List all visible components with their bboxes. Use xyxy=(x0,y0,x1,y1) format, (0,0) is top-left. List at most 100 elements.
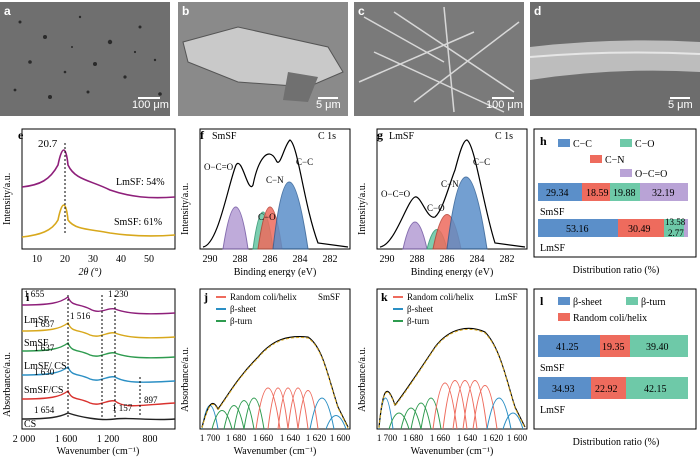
x-tick: 1 600 xyxy=(55,434,78,445)
peak-label: C−C xyxy=(473,157,490,167)
x-tick: 1 620 xyxy=(483,433,504,443)
peak-label: C−N xyxy=(266,175,284,185)
panel-letter: f xyxy=(200,128,205,142)
bar-value: 30.49 xyxy=(628,224,651,235)
panel-e-xrd-chart: e Intensity/a.u. 20.7 LmSF: 54% SmSF: 61… xyxy=(2,128,176,277)
sem-image-d: d 5 μm xyxy=(530,2,700,116)
scale-label: 100 μm xyxy=(132,99,169,111)
smsf-label: SmSF: 61% xyxy=(114,217,162,228)
legend-label: β-sheet xyxy=(573,297,602,308)
x-tick: 288 xyxy=(233,254,248,265)
band-label: 1 516 xyxy=(70,311,91,321)
x-tick: 40 xyxy=(116,254,126,265)
x-tick: 1 200 xyxy=(97,434,120,445)
x-tick: 282 xyxy=(323,254,338,265)
x-tick: 1 640 xyxy=(457,433,478,443)
x-tick: 1 600 xyxy=(507,433,528,443)
x-tick: 282 xyxy=(500,254,515,265)
bar-value: 39.40 xyxy=(646,342,669,353)
row-name: SmSF xyxy=(540,207,565,218)
region-label: C 1s xyxy=(318,131,336,142)
sem-image-a: a 100 μm xyxy=(0,2,170,116)
x-axis-label: Wavenumber (cm⁻¹) xyxy=(411,446,494,457)
x-axis-label: Wavenumber (cm⁻¹) xyxy=(57,446,140,457)
scale-label: 100 μm xyxy=(486,99,523,111)
sem-image-c: c 100 μm xyxy=(354,2,524,116)
legend-label: β-turn xyxy=(407,316,430,326)
band-label: 1 654 xyxy=(34,405,55,415)
band-label: 1 630 xyxy=(34,367,55,377)
curve-label: LmSF xyxy=(24,315,49,326)
legend-label: C−O xyxy=(635,139,655,150)
scale-label: 5 μm xyxy=(668,99,693,111)
x-tick: 1 660 xyxy=(253,433,274,443)
x-tick: 1 700 xyxy=(377,433,398,443)
x-tick: 286 xyxy=(263,254,278,265)
panel-j-deconv-chart: Absorbance/a.u. j Random coli/helix SmSF… xyxy=(180,288,351,457)
panel-letter: c xyxy=(358,4,365,18)
panel-letter: j xyxy=(203,290,208,304)
x-axis-label: Binding energy (eV) xyxy=(234,267,317,277)
bar-value: 34.93 xyxy=(552,384,575,395)
panel-letter: d xyxy=(534,4,542,18)
y-axis-label: Intensity/a.u. xyxy=(180,183,191,235)
bar-value: 29.34 xyxy=(546,188,569,199)
x-tick: 10 xyxy=(32,254,42,265)
legend-label: β-turn xyxy=(641,297,666,308)
curve-label: SmSF xyxy=(24,338,49,349)
y-axis-label: Absorbance/a.u. xyxy=(2,352,13,417)
x-tick: 1 680 xyxy=(403,433,424,443)
band-label: 1 230 xyxy=(108,289,129,299)
bar-value: 18.59 xyxy=(586,188,609,199)
legend-label: O−C=O xyxy=(635,169,667,180)
panel-k-deconv-chart: Absorbance/a.u. k Random coli/helix LmSF… xyxy=(357,288,528,457)
sample-name: LmSF xyxy=(389,131,414,142)
x-axis-label: Distribution ratio (%) xyxy=(573,437,660,448)
x-tick: 20 xyxy=(60,254,70,265)
bar-value: 53.16 xyxy=(566,224,589,235)
x-tick: 286 xyxy=(440,254,455,265)
band-label: 1 637 xyxy=(34,319,55,329)
panel-letter: k xyxy=(381,290,388,304)
x-tick: 1 700 xyxy=(200,433,221,443)
panel-h-bar-chart: h C−C C−O C−N O−C=O 29.34 18.59 19.88 32… xyxy=(533,128,697,276)
x-tick: 50 xyxy=(144,254,154,265)
panel-letter: b xyxy=(182,4,190,18)
panel-g-xps-chart: g LmSF C 1s Intensity/a.u. O−C=O C−O C−N… xyxy=(357,128,528,277)
band-label: 1 157 xyxy=(112,403,133,413)
x-axis-label: Wavenumber (cm⁻¹) xyxy=(234,446,317,457)
bar-value: 32.19 xyxy=(652,188,675,199)
smsf-curve xyxy=(21,204,176,238)
sample-name: SmSF xyxy=(212,131,237,142)
curve-label: CS xyxy=(24,419,36,430)
panel-letter: h xyxy=(540,134,547,148)
legend-label: Random coli/helix xyxy=(573,313,647,324)
peak-label: C−N xyxy=(441,179,459,189)
x-axis-label: 2θ (°) xyxy=(78,267,102,277)
peak-label: O−C=O xyxy=(381,189,411,199)
legend-label: Random coli/helix xyxy=(230,292,297,302)
scale-bar xyxy=(492,97,514,99)
band-label: 897 xyxy=(144,395,158,405)
band-label: 1 655 xyxy=(24,289,45,299)
x-tick: 290 xyxy=(203,254,218,265)
panel-letter: e xyxy=(18,128,24,142)
scale-bar xyxy=(318,97,338,99)
bar-value: 22.92 xyxy=(595,384,618,395)
region-label: C 1s xyxy=(495,131,513,142)
band-label: 1 637 xyxy=(34,343,55,353)
x-tick: 284 xyxy=(470,254,485,265)
peak-label: C−O xyxy=(427,203,445,213)
scale-bar xyxy=(138,97,160,99)
y-axis-label: Intensity/a.u. xyxy=(357,183,368,235)
x-tick: 30 xyxy=(88,254,98,265)
lmsf-curve xyxy=(21,149,176,199)
row-name: SmSF xyxy=(540,363,565,374)
legend-label: β-sheet xyxy=(407,304,434,314)
x-tick: 288 xyxy=(410,254,425,265)
x-tick: 1 660 xyxy=(430,433,451,443)
x-tick: 290 xyxy=(380,254,395,265)
panel-letter: i xyxy=(26,290,30,304)
sample-name: SmSF xyxy=(318,292,340,302)
panel-l-bar-chart: l β-sheet β-turn Random coli/helix 41.25… xyxy=(533,288,697,448)
